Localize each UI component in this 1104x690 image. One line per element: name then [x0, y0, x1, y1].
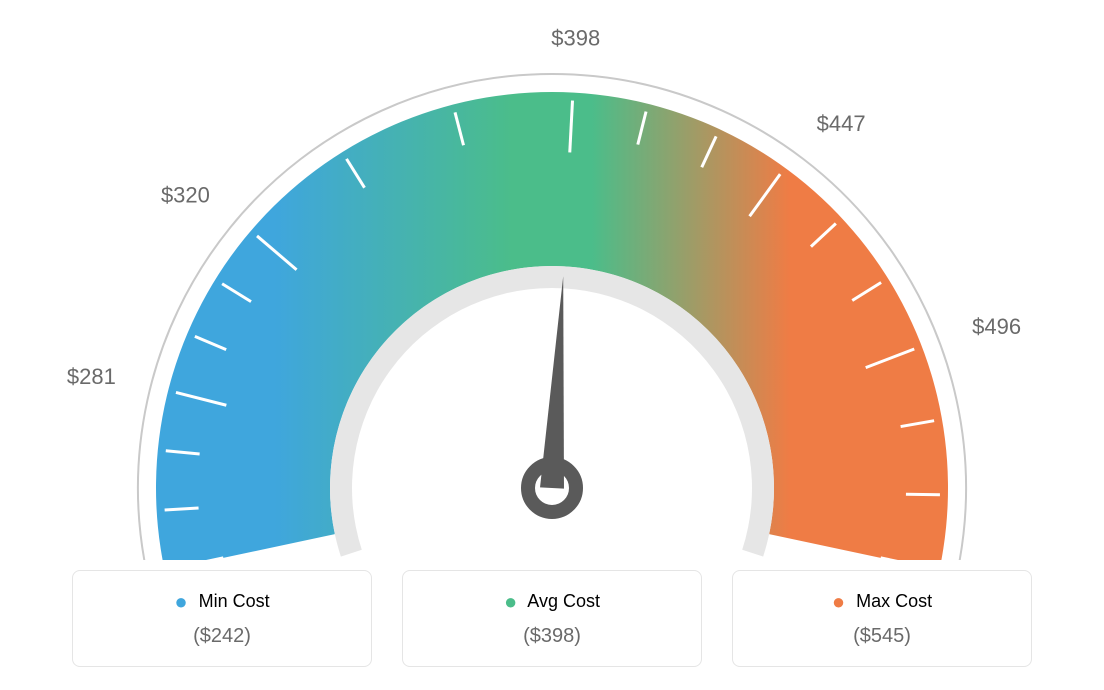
dot-icon: ● [174, 589, 187, 614]
gauge-arc [156, 92, 948, 560]
minor-tick [906, 494, 940, 495]
legend-label: Max Cost [856, 591, 932, 611]
legend-title-avg: ● Avg Cost [403, 589, 701, 615]
legend-label: Min Cost [199, 591, 270, 611]
dot-icon: ● [504, 589, 517, 614]
legend-value-min: ($242) [73, 625, 371, 648]
legend-label: Avg Cost [527, 591, 600, 611]
gauge-svg: $242$281$320$398$447$496$545 [32, 20, 1072, 560]
legend-row: ● Min Cost ($242) ● Avg Cost ($398) ● Ma… [20, 570, 1084, 667]
legend-card-min: ● Min Cost ($242) [72, 570, 372, 667]
tick-label: $447 [817, 111, 866, 136]
tick-label: $496 [972, 314, 1021, 339]
minor-tick [165, 508, 199, 510]
legend-title-min: ● Min Cost [73, 589, 371, 615]
legend-title-max: ● Max Cost [733, 589, 1031, 615]
dot-icon: ● [832, 589, 845, 614]
gauge-needle [540, 276, 564, 488]
legend-card-max: ● Max Cost ($545) [732, 570, 1032, 667]
tick-label: $398 [551, 26, 600, 51]
tick-label: $320 [161, 183, 210, 208]
legend-card-avg: ● Avg Cost ($398) [402, 570, 702, 667]
gauge-chart: $242$281$320$398$447$496$545 [20, 20, 1084, 560]
legend-value-avg: ($398) [403, 625, 701, 648]
legend-value-max: ($545) [733, 625, 1031, 648]
tick-label: $281 [67, 364, 116, 389]
